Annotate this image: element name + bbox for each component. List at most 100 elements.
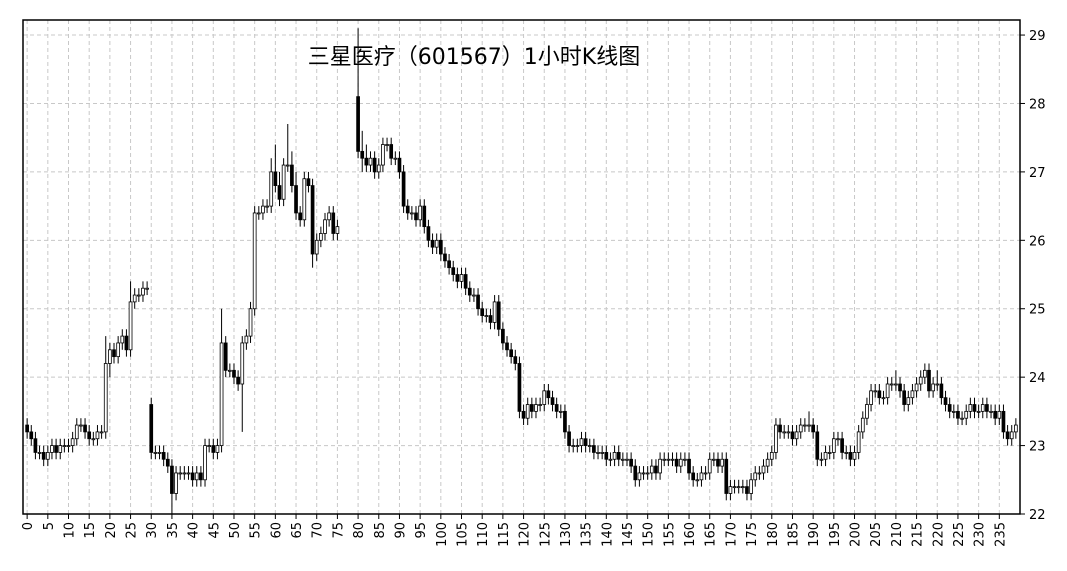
candle-body xyxy=(25,424,29,433)
candle-body xyxy=(815,431,820,460)
candle-body xyxy=(728,486,733,494)
x-tick-label: 30 xyxy=(145,522,160,539)
candle-body xyxy=(558,410,563,413)
candle-body xyxy=(778,424,782,433)
x-tick-label: 10 xyxy=(63,522,78,539)
candle-body xyxy=(476,294,480,310)
x-tick-label: 25 xyxy=(125,522,140,539)
candle-body xyxy=(918,376,923,385)
x-tick-label: 65 xyxy=(290,522,305,539)
candle-body xyxy=(54,445,58,453)
candle-body xyxy=(571,445,576,447)
candle-body xyxy=(964,410,969,419)
candle-body xyxy=(980,404,985,412)
candle-body xyxy=(310,185,315,255)
candle-body xyxy=(136,294,141,297)
candle-body xyxy=(492,301,497,323)
candle-body xyxy=(306,178,311,186)
x-tick-label: 90 xyxy=(393,522,408,539)
candle-body xyxy=(364,157,369,166)
x-tick-label: 75 xyxy=(331,522,346,539)
candle-body xyxy=(219,342,224,446)
x-tick-label: 150 xyxy=(642,522,657,547)
candle-body xyxy=(389,144,394,159)
candle-body xyxy=(910,390,915,399)
candle-body xyxy=(199,472,203,481)
x-tick-label: 35 xyxy=(166,522,181,539)
candle-body xyxy=(149,404,154,453)
candle-body xyxy=(563,410,567,433)
x-tick-label: 110 xyxy=(476,522,491,547)
candle-layer xyxy=(25,28,1018,514)
candle-body xyxy=(182,472,187,475)
candle-body xyxy=(62,445,67,447)
candle-body xyxy=(885,383,890,399)
candle-body xyxy=(902,390,907,405)
candle-body xyxy=(418,205,422,221)
candle-body xyxy=(372,157,377,173)
candle-body xyxy=(244,335,249,344)
candle-body xyxy=(761,465,766,474)
candle-body xyxy=(74,424,79,440)
candle-body xyxy=(517,363,522,412)
candle-body xyxy=(554,404,559,412)
candle-body xyxy=(120,335,125,344)
x-tick-label: 85 xyxy=(373,522,388,539)
candle-body xyxy=(240,342,245,385)
candle-body xyxy=(381,144,385,166)
candle-body xyxy=(877,390,882,399)
candle-body xyxy=(438,239,443,255)
x-tick-label: 55 xyxy=(249,522,264,539)
candle-body xyxy=(691,472,696,481)
candle-body xyxy=(976,410,981,413)
candle-body xyxy=(654,465,658,474)
candle-body xyxy=(703,472,708,475)
candle-body xyxy=(41,452,46,460)
candle-body xyxy=(410,212,414,215)
candle-body xyxy=(79,424,83,427)
candle-body xyxy=(484,315,489,317)
candle-body xyxy=(335,226,340,234)
candle-body xyxy=(505,342,509,351)
candle-body xyxy=(426,226,431,241)
candle-body xyxy=(153,452,158,454)
candle-body xyxy=(302,178,307,221)
plot-frame xyxy=(22,19,1021,515)
candle-body xyxy=(798,424,803,433)
y-tick-label: 22 xyxy=(1029,508,1046,523)
candle-body xyxy=(898,383,902,392)
candle-body xyxy=(50,445,54,453)
candle-body xyxy=(124,335,129,351)
x-tick-label: 215 xyxy=(911,522,926,547)
candle-body xyxy=(269,171,274,207)
candle-body xyxy=(674,458,679,467)
candle-body xyxy=(695,479,700,482)
candle-body xyxy=(935,383,940,386)
candle-body xyxy=(906,397,911,405)
y-tick-label: 25 xyxy=(1029,303,1046,318)
candle-body xyxy=(37,452,42,454)
candle-body xyxy=(223,342,228,371)
candle-body xyxy=(488,315,493,323)
candle-body xyxy=(608,458,613,461)
candle-body xyxy=(542,390,547,405)
x-tick-label: 115 xyxy=(497,522,512,547)
candle-body xyxy=(285,164,290,167)
candle-body xyxy=(831,438,836,453)
candle-body xyxy=(736,486,741,489)
candle-body xyxy=(811,424,816,433)
candle-body xyxy=(807,424,811,427)
candle-body xyxy=(323,219,327,234)
candle-body xyxy=(277,185,282,200)
candle-body xyxy=(567,431,571,446)
candle-body xyxy=(273,171,278,186)
x-tick-label: 185 xyxy=(786,522,801,547)
y-tick-label: 27 xyxy=(1029,166,1046,181)
x-tick-label: 60 xyxy=(269,522,284,539)
candle-body xyxy=(319,233,323,241)
candle-body xyxy=(95,431,100,440)
candle-body xyxy=(430,239,435,248)
candle-body xyxy=(174,472,178,494)
candle-body xyxy=(633,465,638,481)
